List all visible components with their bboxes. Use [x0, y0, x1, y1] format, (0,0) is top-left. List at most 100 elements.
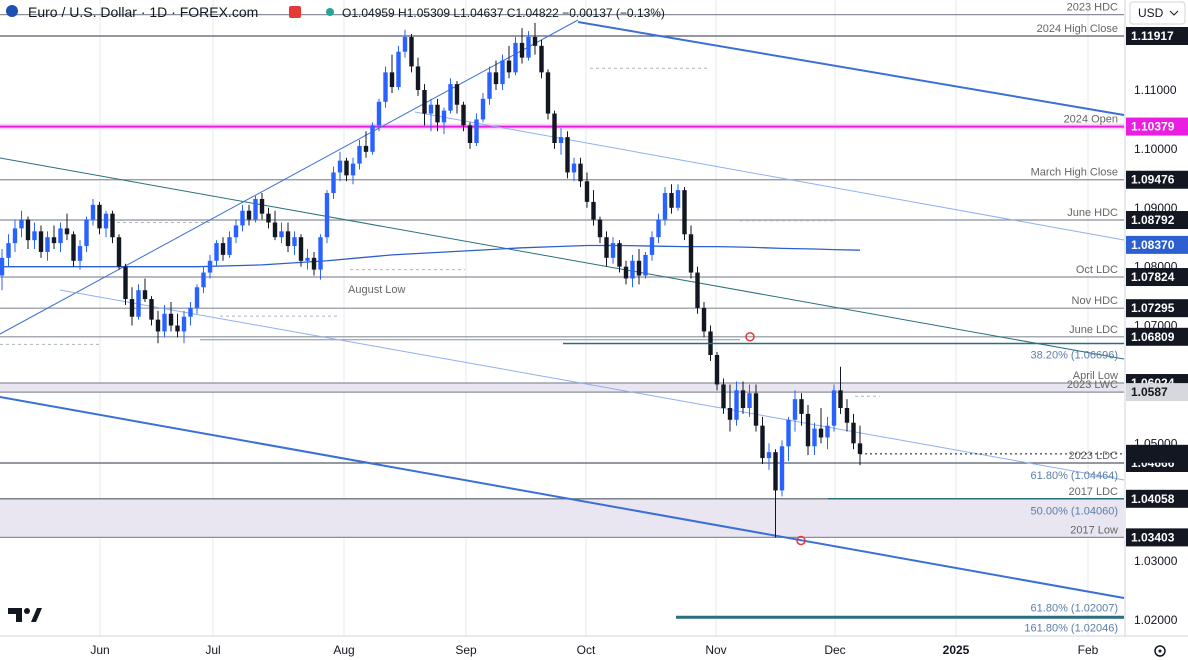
candle-body [240, 210, 245, 226]
candle-body [181, 316, 187, 332]
candle-body [643, 254, 648, 276]
zones [0, 123, 1124, 538]
candle-body [526, 37, 531, 58]
candle-body [129, 299, 135, 317]
light-trendline-2 [414, 111, 1125, 241]
candle-body [740, 390, 746, 408]
bullet-icon [326, 8, 334, 16]
grid [99, 0, 1089, 636]
trendlines [0, 19, 1125, 599]
candle-body [682, 190, 687, 235]
price-badge [1126, 211, 1188, 230]
candle-body [350, 163, 356, 176]
candle-body [721, 384, 726, 408]
price-axis[interactable]: 1.11000 1.10000 1.09000 1.08000 1.07000 1.050… [1124, 0, 1178, 636]
markers [745, 331, 1188, 546]
candle-body [428, 104, 434, 114]
price-badge [1126, 170, 1188, 189]
candle-body [246, 210, 252, 220]
candle-body [123, 266, 128, 300]
price-tick-label: 1.02000 [1134, 613, 1178, 627]
candle-body [0, 257, 5, 276]
candle-body [688, 234, 694, 273]
candle-body [558, 137, 564, 143]
price-badge [1126, 327, 1188, 346]
month-label: Aug [333, 643, 354, 657]
symbol-title[interactable]: Euro / U.S. Dollar · 1D · FOREX.com [28, 4, 258, 20]
candle-body [201, 272, 206, 288]
candle-body [149, 299, 154, 320]
lower-channel-line [0, 396, 1125, 599]
price-tick-label: 1.08000 [1134, 260, 1178, 274]
candle-body [402, 37, 408, 52]
fib-label: 38.20% (1.06696) [1031, 349, 1118, 361]
candle-body [324, 193, 330, 238]
candle-body [844, 408, 850, 423]
month-label: Oct [577, 643, 596, 657]
candle-body [370, 125, 375, 152]
candle-body [623, 266, 629, 279]
candle-body [519, 42, 525, 58]
levels: 2023 HDC 2024 High Close 1.11917 2024 Open 1… [0, 2, 1188, 547]
price-badge [1126, 26, 1188, 45]
level-label: Nov HDC [1072, 295, 1119, 307]
candle-body [753, 393, 759, 426]
candle-body [695, 272, 700, 308]
alert-icon[interactable] [289, 6, 301, 18]
time-axis[interactable]: Jun Jul Aug Sep Oct Nov Dec 2025 Feb [0, 635, 1188, 657]
price-badge-text: 1.03403 [1131, 530, 1175, 544]
price-tick-label: 1.03000 [1134, 554, 1178, 568]
candle-body [51, 237, 57, 244]
currency-selector[interactable]: USD [1129, 1, 1186, 25]
candles [0, 22, 863, 538]
price-badge-text: 1.10379 [1131, 120, 1175, 134]
candle-body [97, 204, 102, 229]
price-badge [1126, 117, 1188, 136]
level-label: 2023 LWC [1067, 379, 1118, 391]
candle-body [298, 237, 304, 261]
tradingview-logo [8, 608, 42, 622]
chevron-down-icon[interactable] [1169, 10, 1179, 16]
candle-body [376, 101, 382, 126]
fib-label: 61.80% (1.02007) [1031, 603, 1118, 615]
candle-body [532, 37, 538, 46]
price-tick-label: 1.09000 [1134, 201, 1178, 215]
2017-zone [0, 498, 1124, 538]
ma-200-line [2, 244, 861, 268]
currency-label[interactable]: USD [1138, 6, 1164, 20]
last-price-badge [1126, 444, 1188, 463]
price-badge [1126, 489, 1188, 508]
pivot-marker [796, 535, 806, 546]
candle-body [253, 198, 258, 220]
price-badge-text: 1.11917 [1131, 29, 1174, 43]
level-label: June LDC [1069, 324, 1118, 336]
descending-trendline [0, 157, 1125, 360]
candle-body [857, 443, 863, 454]
candle-body [838, 390, 843, 408]
candle-body [675, 190, 681, 208]
candle-body [545, 72, 551, 114]
candle-body [792, 399, 798, 420]
price-badge [1126, 528, 1188, 547]
candle-body [656, 219, 661, 238]
price-badge [1126, 235, 1188, 254]
euro-flag-icon [6, 5, 18, 17]
candle-body [363, 145, 369, 152]
candle-body [77, 246, 83, 261]
candle-body [597, 219, 603, 238]
candle-body [461, 104, 466, 126]
candle-body [500, 60, 505, 85]
settings-gear-icon[interactable] [1154, 645, 1166, 657]
candle-body [207, 260, 213, 273]
candle-body [435, 104, 440, 123]
candle-body [64, 228, 70, 235]
light-trendline-1 [59, 289, 1125, 481]
annotation-label: August Low [348, 284, 406, 296]
pivot-marker [745, 331, 755, 342]
candle-body [747, 393, 752, 408]
candle-body [630, 260, 635, 279]
candle-body [565, 137, 570, 173]
level-label: 2024 Open [1064, 114, 1118, 126]
month-label: Jul [205, 643, 220, 657]
